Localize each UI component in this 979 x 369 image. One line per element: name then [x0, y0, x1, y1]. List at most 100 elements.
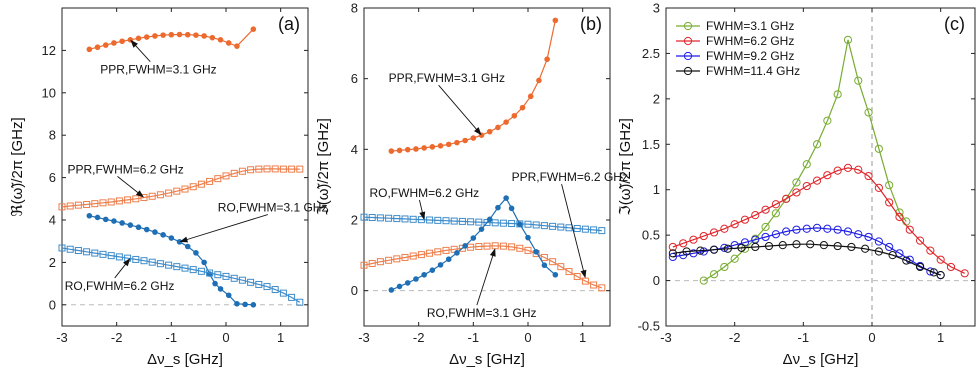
data-point [802, 224, 811, 233]
data-point [413, 146, 419, 152]
data-point [823, 116, 832, 125]
data-point [730, 220, 739, 229]
x-tick-label: 0 [868, 330, 875, 345]
data-point [540, 222, 548, 230]
data-point [519, 104, 526, 111]
data-point [230, 274, 238, 282]
data-point [778, 241, 787, 250]
annotation-label: RO,FWHM=3.1 GHz [427, 306, 537, 320]
y-tick-label: 2 [351, 213, 358, 228]
data-point [86, 212, 93, 219]
data-point [176, 31, 183, 38]
data-point [368, 214, 376, 222]
x-tick-label: -3 [358, 330, 370, 345]
annotation-arrow-head [179, 236, 189, 243]
data-point [843, 163, 853, 173]
data-point [761, 232, 770, 242]
data-point [470, 235, 477, 241]
data-point [709, 270, 719, 279]
data-point [238, 167, 246, 175]
y-tick-label: 2.5 [642, 46, 660, 61]
data-point [168, 235, 175, 241]
data-point [709, 245, 719, 254]
data-point [699, 276, 708, 285]
data-point [549, 258, 557, 266]
series-line [363, 216, 602, 232]
series-2 [86, 212, 257, 308]
data-point [812, 140, 822, 149]
data-point [393, 255, 401, 263]
data-point [189, 183, 197, 191]
annotation-label: RO,FWHM=6.2 GHz [369, 186, 479, 200]
data-point [140, 257, 148, 265]
legend-entry: FWHM=3.1 GHz [706, 19, 794, 33]
data-point [581, 225, 589, 233]
data-point [119, 220, 125, 226]
data-point [751, 211, 760, 220]
data-point [107, 198, 115, 206]
x-tick-label: 1 [579, 330, 586, 345]
data-point [723, 244, 732, 253]
data-point [895, 212, 904, 222]
x-tick-label: -2 [729, 330, 741, 345]
legend-marker [683, 66, 693, 76]
data-point [508, 205, 515, 212]
data-point [94, 44, 101, 51]
y-tick-label: 8 [49, 128, 56, 143]
data-point [135, 224, 142, 231]
x-axis-label: Δν_s [GHz] [783, 351, 859, 368]
data-point [802, 160, 811, 169]
data-point [288, 165, 296, 173]
data-point [376, 258, 384, 266]
data-point [86, 46, 93, 53]
data-point [368, 259, 376, 267]
data-point [445, 141, 452, 148]
data-point [255, 280, 263, 288]
data-point [525, 234, 531, 241]
series-0 [388, 17, 559, 154]
annotation-arrow-line [561, 184, 586, 277]
data-point [720, 224, 729, 233]
y-tick-label: 1.5 [642, 137, 660, 152]
data-point [296, 165, 304, 173]
data-point [533, 249, 540, 255]
data-point [740, 244, 750, 253]
data-point [385, 256, 393, 264]
legend-entry: FWHM=9.2 GHz [706, 49, 794, 63]
data-point [885, 181, 894, 190]
data-point [247, 166, 255, 174]
data-point [475, 243, 483, 250]
data-point [503, 195, 509, 201]
data-point [503, 119, 509, 125]
data-point [132, 195, 140, 203]
data-point [140, 194, 148, 202]
data-point [209, 34, 216, 41]
data-point [388, 148, 395, 154]
data-point [764, 241, 774, 251]
annotation-label: RO,FWHM=6.2 GHz [65, 279, 175, 293]
data-point [201, 259, 207, 266]
data-point [833, 225, 842, 234]
data-point [396, 147, 403, 154]
data-point [549, 222, 557, 230]
legend-marker [683, 36, 693, 46]
data-point [396, 283, 403, 290]
y-tick-label: 12 [42, 43, 56, 58]
data-point [905, 225, 914, 234]
annotation-label: PPR,FWHM=3.1 GHz [389, 71, 505, 85]
series-line [672, 243, 941, 276]
data-point [843, 227, 853, 236]
data-point [720, 243, 729, 252]
data-point [792, 178, 801, 187]
data-point [720, 262, 729, 272]
data-point [946, 262, 956, 272]
data-point [160, 232, 166, 238]
y-tick-label: 0 [49, 297, 56, 312]
data-point [160, 32, 166, 38]
data-point [847, 242, 856, 252]
data-point [173, 263, 181, 271]
series-3 [388, 195, 559, 293]
series-line [703, 39, 907, 282]
panel-label: (a) [278, 14, 300, 34]
data-point [376, 214, 384, 222]
